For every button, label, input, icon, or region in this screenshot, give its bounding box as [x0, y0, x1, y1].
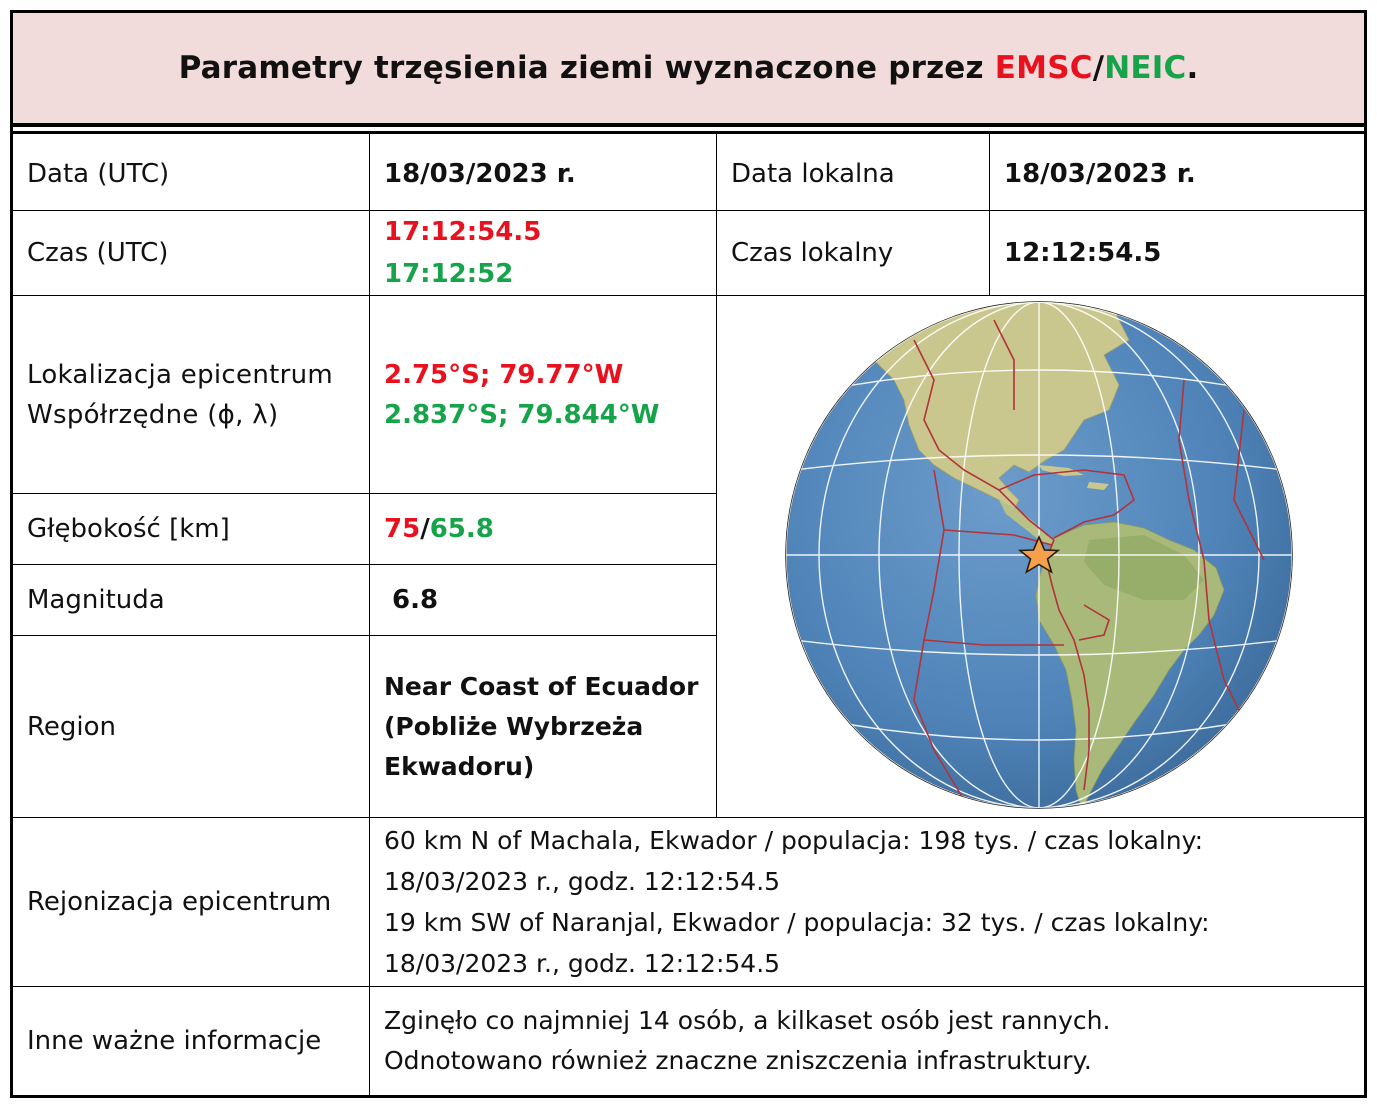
label-other-info: Inne ważne informacje — [27, 1026, 322, 1056]
label-regionalization: Rejonizacja epicentrum — [27, 887, 332, 917]
col-line — [369, 134, 370, 1095]
value-time-local: 12:12:54.5 — [1004, 238, 1162, 268]
col-line — [989, 134, 990, 295]
label-depth: Głębokość [km] — [27, 514, 230, 544]
label-time-utc: Czas (UTC) — [27, 238, 169, 268]
outer-frame — [10, 10, 1367, 1098]
depth-emsc: 75 — [384, 514, 421, 544]
depth-neic: 65.8 — [429, 514, 494, 544]
title-prefix: Parametry trzęsienia ziemi wyznaczone pr… — [178, 50, 995, 86]
value-date-local: 18/03/2023 r. — [1004, 159, 1196, 189]
value-regionalization: 60 km N of Machala, Ekwador / populacja:… — [384, 826, 1210, 978]
location-emsc: 2.75°S; 79.77°W — [384, 359, 624, 390]
label-location: Lokalizacja epicentrum Współrzędne (ϕ, λ… — [27, 359, 333, 430]
row-line — [13, 295, 1364, 296]
row-line — [13, 986, 1364, 987]
agency-neic: NEIC — [1104, 50, 1187, 86]
header-divider-2 — [13, 131, 1364, 134]
label-date-local: Data lokalna — [731, 159, 895, 189]
col-line — [716, 134, 717, 817]
title-suffix: . — [1186, 50, 1199, 86]
agency-emsc: EMSC — [994, 50, 1093, 86]
row-line — [13, 210, 1364, 211]
row-line — [13, 493, 716, 494]
value-other-info: Zginęło co najmniej 14 osób, a kilkaset … — [384, 1006, 1111, 1075]
title-separator: / — [1092, 50, 1105, 86]
globe-map — [785, 301, 1293, 809]
value-date-utc: 18/03/2023 r. — [384, 159, 576, 189]
value-depth: 75/65.8 — [370, 494, 716, 564]
row-line — [13, 817, 1364, 818]
epicenter-star-icon — [1017, 534, 1061, 574]
title-banner: Parametry trzęsienia ziemi wyznaczone pr… — [13, 13, 1364, 123]
value-location: 2.75°S; 79.77°W 2.837°S; 79.844°W — [370, 296, 716, 493]
row-line — [13, 564, 716, 565]
label-date-utc: Data (UTC) — [27, 159, 170, 189]
page-title: Parametry trzęsienia ziemi wyznaczone pr… — [179, 50, 1199, 86]
label-region: Region — [27, 711, 117, 742]
header-divider — [13, 123, 1364, 127]
value-time-utc: 17:12:54.5 17:12:52 — [370, 211, 716, 295]
label-magnitude: Magnituda — [27, 585, 165, 615]
value-region: Near Coast of Ecuador (Pobliże Wybrzeża … — [384, 671, 699, 781]
label-time-local: Czas lokalny — [731, 238, 894, 268]
value-magnitude: 6.8 — [392, 585, 439, 615]
time-utc-emsc: 17:12:54.5 — [384, 217, 542, 247]
location-neic: 2.837°S; 79.844°W — [384, 399, 660, 430]
row-line — [13, 635, 716, 636]
time-utc-neic: 17:12:52 — [384, 259, 514, 289]
